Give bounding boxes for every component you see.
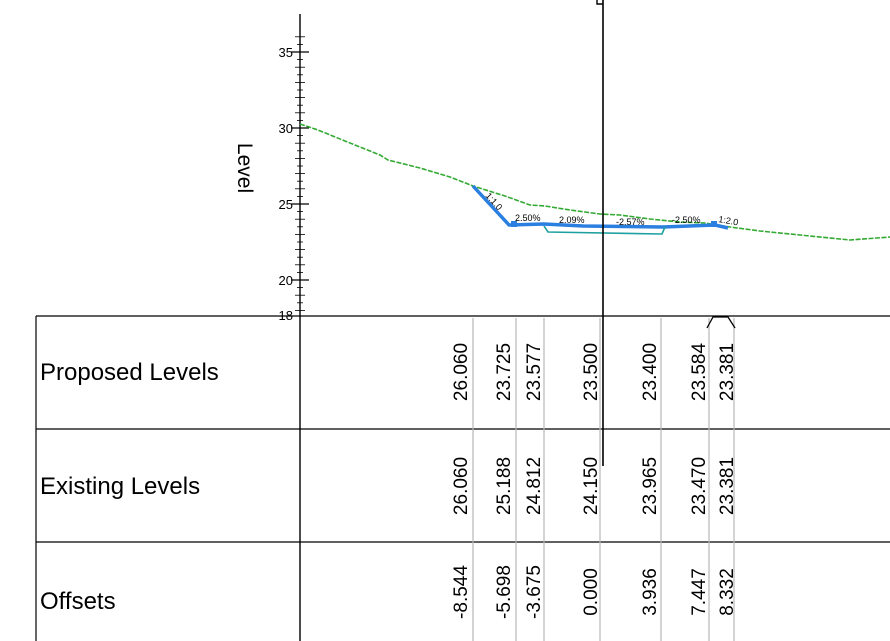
offsets-value: -3.675 <box>524 565 545 619</box>
existing-value: 24.150 <box>581 457 602 515</box>
existing-value: 26.060 <box>451 457 472 515</box>
grade-label-5: -2.50% <box>672 215 701 225</box>
row-label-proposed: Proposed Levels <box>40 359 219 386</box>
boundary-chevron <box>706 316 736 329</box>
offsets-value: 8.332 <box>717 568 738 616</box>
centreline-marker <box>596 0 603 5</box>
grade-label-3: 2.09% <box>559 215 585 225</box>
grade-label-4: -2.57% <box>616 217 645 227</box>
level-axis: 35 30 25 20 18 <box>279 14 309 323</box>
station-grid-lines <box>472 318 735 641</box>
existing-ground-line <box>299 123 890 241</box>
kerb-right <box>711 221 717 227</box>
existing-value: 23.381 <box>717 457 738 515</box>
existing-value: 24.812 <box>524 457 545 515</box>
existing-value: 23.965 <box>640 457 661 515</box>
offsets-value: 7.447 <box>689 568 710 616</box>
proposed-value: 23.584 <box>689 343 710 402</box>
table-values: 26.060 23.725 23.577 23.500 23.400 23.584 23.3… <box>451 343 738 619</box>
offsets-value: 0.000 <box>581 568 602 616</box>
proposed-value: 23.500 <box>581 343 602 401</box>
offsets-value: 3.936 <box>640 568 661 616</box>
grade-labels: 1:1.0 2.50% 2.09% -2.57% -2.50% 1:2.0 <box>484 191 740 228</box>
proposed-section <box>471 184 729 235</box>
existing-value: 25.188 <box>494 457 515 515</box>
row-label-existing: Existing Levels <box>40 473 200 500</box>
proposed-value: 23.725 <box>494 343 515 401</box>
pavement-layer <box>543 225 666 235</box>
proposed-value: 26.060 <box>451 343 472 401</box>
grade-label-6: 1:2.0 <box>718 214 739 227</box>
tick-label-30: 30 <box>279 121 293 136</box>
grade-label-2: 2.50% <box>515 213 541 223</box>
proposed-value: 23.577 <box>524 343 545 401</box>
data-table-frame <box>35 315 890 641</box>
offsets-value: -8.544 <box>451 565 472 619</box>
row-label-offsets: Offsets <box>40 588 116 615</box>
existing-value: 23.470 <box>689 457 710 515</box>
tick-label-25: 25 <box>279 197 293 212</box>
axis-ylabel: Level <box>233 143 256 193</box>
tick-label-20: 20 <box>279 273 293 288</box>
proposed-value: 23.381 <box>717 343 738 401</box>
kerb-left <box>511 221 517 227</box>
offsets-value: -5.698 <box>494 565 515 619</box>
tick-label-35: 35 <box>279 45 293 60</box>
proposed-value: 23.400 <box>640 343 661 401</box>
